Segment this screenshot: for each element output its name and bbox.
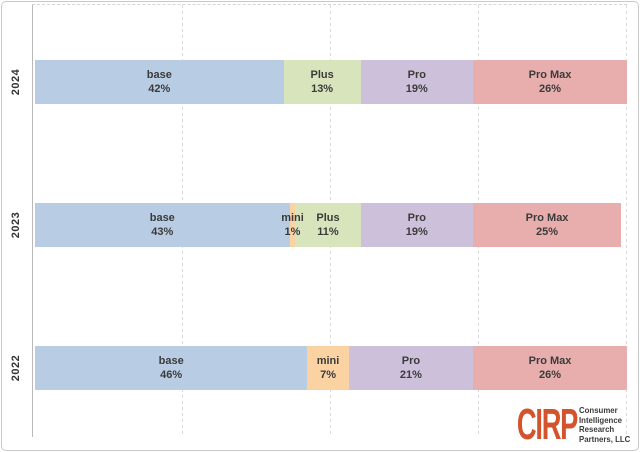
segment-label: Pro 21% [400,354,422,382]
segment-name: Pro [401,355,421,367]
segment-label: base 43% [150,211,175,239]
segment-base: base 42% [35,60,284,104]
segment-label: base 42% [147,68,172,96]
bar-segments: base 46% mini 7% Pro 21% Pro Max 26% [35,346,627,390]
segment-label: Plus 11% [316,211,339,239]
year-label-text: 2022 [9,354,22,382]
segment-pro-max: Pro Max 26% [473,60,627,104]
segment-value: 21% [399,369,422,381]
bar-row-2022: 2022 base 46% mini 7% Pro 21% Pro Max 26% [10,346,627,390]
segment-pro-max: Pro Max 26% [473,346,627,390]
segment-value: 26% [538,369,562,381]
segment-name: base [158,355,184,367]
bar-segments: base 42% Plus 13% Pro 19% Pro Max 26% [35,60,627,104]
segment-name: Plus [310,69,334,81]
segment-value: 11% [317,226,339,238]
segment-value: 13% [311,83,334,95]
segment-value: 7% [320,369,336,381]
year-label-text: 2024 [9,68,22,96]
cirp-logo: CIRP Consumer Intelligence Research Part… [480,400,635,449]
logo-line-consumer: Consumer [579,405,618,415]
segment-label: mini 7% [317,354,340,382]
segment-base: base 43% [35,203,290,247]
year-label-2024: 2024 [2,60,30,104]
segment-mini: mini 7% [307,346,349,390]
year-label-2023: 2023 [2,203,30,247]
segment-value: 1% [284,226,301,238]
segment-name: Pro Max [528,355,572,367]
segment-value: 25% [536,226,559,238]
logo-line-intelligence: Intelligence [579,414,623,425]
segment-value: 26% [538,83,562,95]
segment-pro: Pro 21% [348,346,474,390]
segment-value: 42% [148,83,171,95]
segment-name: base [146,69,172,81]
segment-pro: Pro 19% [360,203,474,247]
year-label-text: 2023 [9,211,22,239]
segment-value: 19% [405,226,428,238]
segment-pro-max: Pro Max 25% [473,203,622,247]
bar-segments: base 43% mini 1% Plus 11% Pro 19% Pro Max 25% [35,203,627,247]
segment-value: 19% [405,83,428,95]
segment-value: 43% [151,226,174,238]
segment-name: mini [281,212,304,224]
segment-label: base 46% [159,354,184,382]
segment-name: Pro [407,69,426,81]
segment-name: Pro Max [525,212,569,224]
bar-row-2023: 2023 base 43% mini 1% Plus 11% Pro 19% Pro Max 25% [10,203,627,247]
year-label-2022: 2022 [2,346,30,390]
segment-label: Pro 19% [406,68,428,96]
segment-label: Pro Max 26% [529,68,572,96]
segment-plus: Plus 13% [283,60,361,104]
segment-pro: Pro 19% [360,60,474,104]
segment-mini: mini 1% [281,203,304,247]
segment-name: Pro [407,212,426,224]
segment-label: Plus 13% [310,68,333,96]
cirp-logo-text: Consumer Intelligence Research Partners,… [579,405,631,444]
bar-row-2024: 2024 base 42% Plus 13% Pro 19% Pro Max 26% [10,60,627,104]
logo-line-research: Research [579,424,615,434]
segment-name: base [149,212,175,224]
logo-line-partners: Partners, LLC [579,433,631,444]
segment-label: mini 1% [281,211,304,239]
segment-label: Pro Max 25% [526,211,569,239]
segment-name: mini [316,355,340,367]
segment-name: Plus [316,212,340,224]
plot-top-border [32,4,627,5]
segment-label: Pro 19% [406,211,428,239]
segment-base: base 46% [35,346,308,390]
y-axis-line [32,5,33,437]
segment-name: Pro Max [528,69,572,81]
segment-plus: Plus 11% [295,203,361,247]
segment-label: Pro Max 26% [529,354,572,382]
segment-value: 46% [160,369,183,381]
cirp-logo-acronym: CIRP [517,400,578,449]
